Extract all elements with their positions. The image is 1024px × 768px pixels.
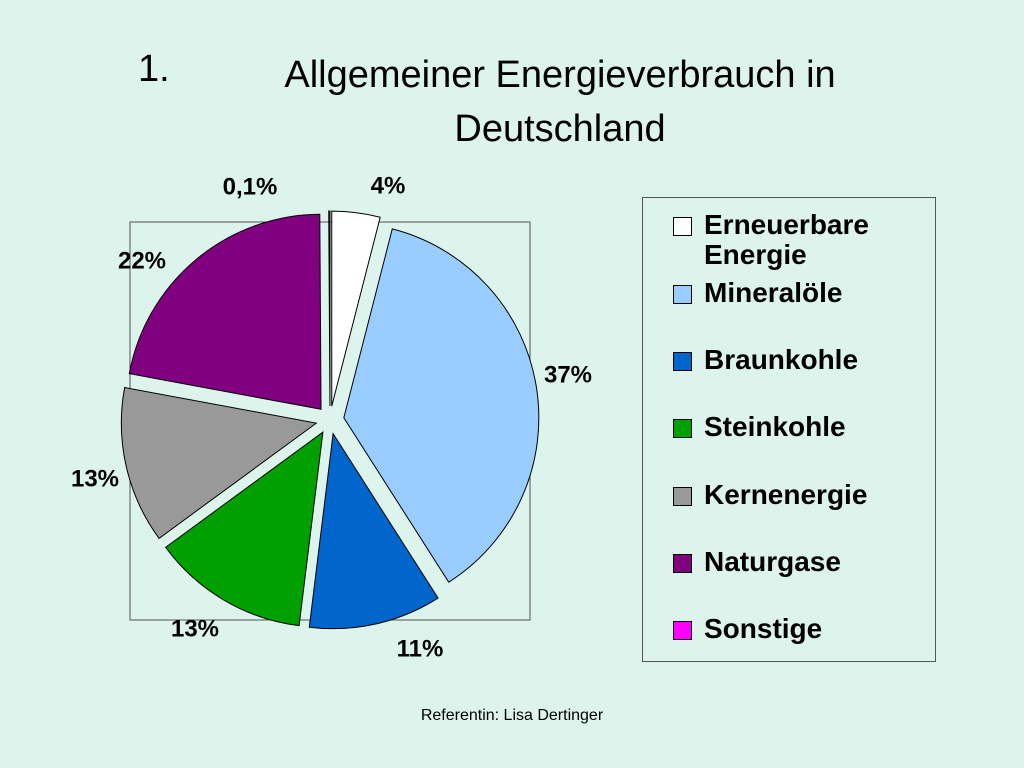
pie-slice bbox=[120, 386, 318, 540]
data-label: 4% bbox=[371, 172, 406, 199]
pie-slice bbox=[343, 228, 540, 583]
data-label: 11% bbox=[397, 635, 444, 662]
legend-label: Mineralöle bbox=[704, 277, 843, 308]
pie-slice bbox=[331, 210, 381, 407]
footer: Referentin: Lisa Dertinger bbox=[420, 707, 604, 724]
legend-item: Mineralöle bbox=[673, 278, 924, 308]
title-number: 1. bbox=[138, 48, 170, 90]
chart: 4% 37% 11% 13% 13% 22% 0,1% bbox=[71, 172, 592, 662]
legend-item: Steinkohle bbox=[673, 412, 924, 442]
legend-swatch bbox=[673, 621, 692, 640]
data-label: 13% bbox=[171, 615, 219, 642]
legend-label: Naturgase bbox=[704, 546, 841, 577]
data-label: 13% bbox=[71, 465, 119, 492]
pie-slice bbox=[308, 432, 439, 630]
data-label: 0,1% bbox=[223, 173, 278, 200]
legend-label: Steinkohle bbox=[704, 411, 846, 442]
pie-slice bbox=[164, 430, 324, 627]
legend-item: Sonstige bbox=[673, 614, 924, 644]
legend-swatch bbox=[673, 554, 692, 573]
legend-swatch bbox=[673, 285, 692, 304]
legend-label: Erneuerbare Energie bbox=[704, 209, 869, 270]
legend-item: Naturgase bbox=[673, 547, 924, 577]
legend-item: Kernenergie bbox=[673, 480, 924, 510]
legend-swatch bbox=[673, 352, 692, 371]
pie-slice bbox=[128, 213, 322, 410]
data-label: 22% bbox=[118, 247, 166, 274]
legend-label: Braunkohle bbox=[704, 344, 859, 375]
legend-item: Erneuerbare Energie bbox=[673, 210, 924, 270]
legend-swatch bbox=[673, 217, 692, 236]
legend: Erneuerbare Energie Mineralöle Braunkohle S… bbox=[642, 197, 936, 662]
legend-label: Kernenergie bbox=[704, 479, 868, 510]
legend-swatch bbox=[673, 419, 692, 438]
legend-item: Braunkohle bbox=[673, 345, 924, 375]
legend-label: Sonstige bbox=[704, 613, 823, 644]
chart-title: Allgemeiner Energieverbrauch in Deutschl… bbox=[284, 54, 836, 150]
legend-swatch bbox=[673, 487, 692, 506]
data-label: 37% bbox=[544, 361, 592, 388]
pie-slice bbox=[328, 210, 331, 407]
